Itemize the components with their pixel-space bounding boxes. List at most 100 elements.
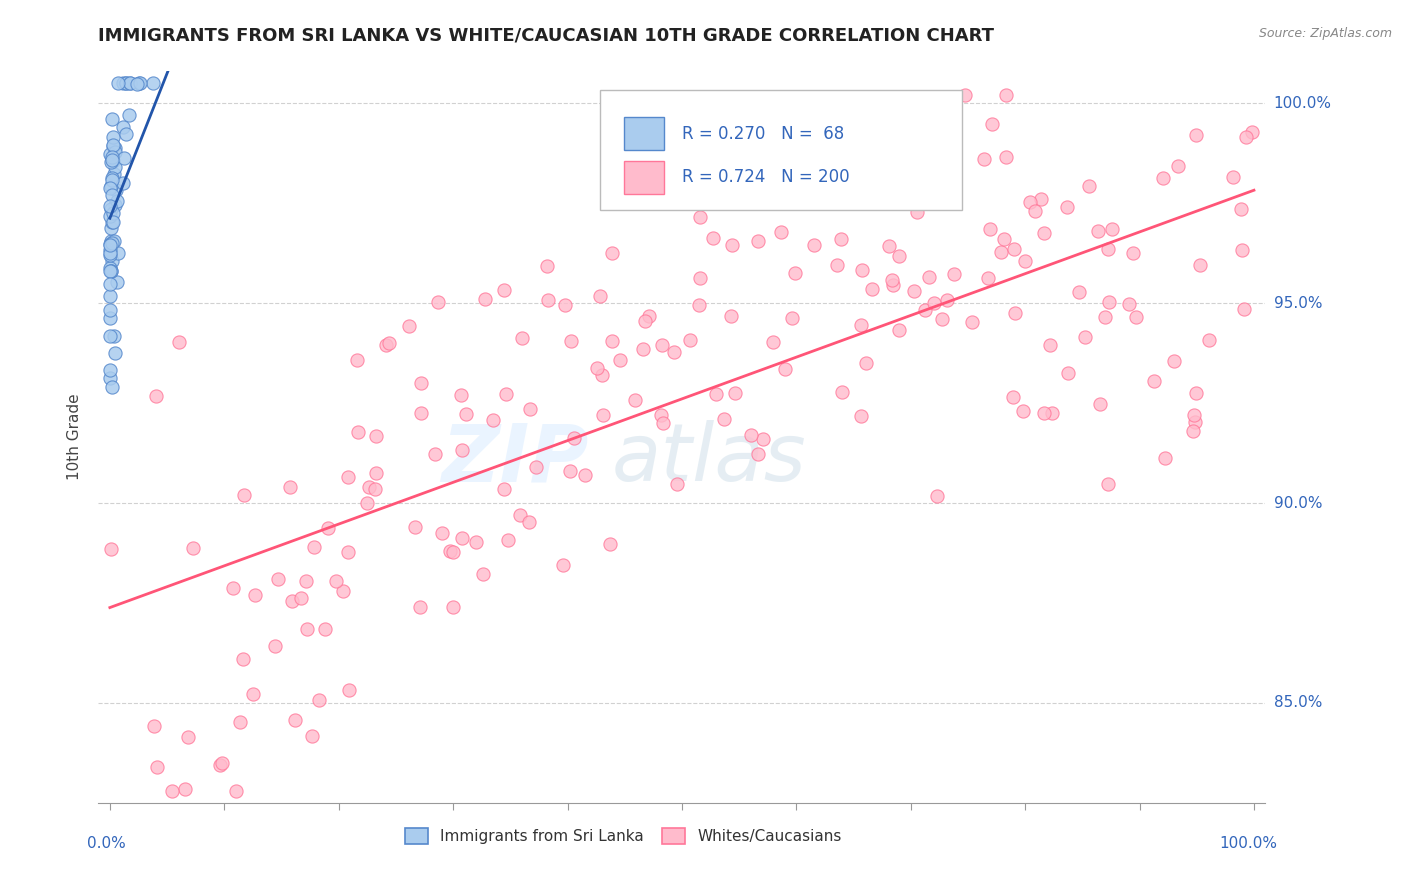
Point [574,467,596,482]
Point [100,264,122,278]
Bar [624,117,665,150]
Point [104,183,127,197]
Point [776,183,799,197]
Point [100,264,122,278]
Point [103,138,125,153]
Point [378,335,401,350]
Point [1182,424,1205,438]
Point [233,488,256,502]
Text: 95.0%: 95.0% [1274,295,1322,310]
Point [1184,415,1206,429]
Point [450,388,472,402]
Point [714,194,737,209]
Point [441,599,464,614]
Point [107,246,129,260]
Point [553,558,575,573]
Point [101,380,124,394]
Point [232,651,254,665]
Point [325,574,347,588]
Text: 100.0%: 100.0% [1274,95,1331,111]
Point [308,693,330,707]
Point [101,153,124,167]
Point [1097,242,1119,256]
Point [98,209,121,223]
Point [713,411,735,425]
Point [651,337,673,351]
Point [519,515,541,529]
Point [115,76,138,90]
Point [120,76,142,90]
Point [537,293,560,307]
Point [689,210,711,224]
Point [724,385,747,400]
Point [1069,285,1091,300]
Point [100,235,122,250]
Point [634,314,657,328]
Point [1185,386,1208,401]
Point [100,234,122,248]
Point [1182,408,1205,422]
Point [560,334,582,348]
Point [882,278,904,293]
Point [284,713,307,727]
Point [1088,397,1111,411]
Point [290,591,312,606]
Point [1232,244,1254,258]
Text: ZIP: ZIP [441,420,589,498]
Point [101,171,124,186]
Point [111,177,134,191]
Point [638,309,661,323]
Point [432,525,454,540]
Point [98,237,121,252]
Point [492,482,515,496]
Point [770,225,793,239]
Point [689,271,711,285]
Point [650,409,672,423]
Point [803,237,825,252]
Point [1198,333,1220,347]
Point [1039,338,1062,352]
Point [980,117,1002,131]
Point [359,480,381,494]
Point [1240,125,1263,139]
Point [332,583,354,598]
Point [747,446,769,460]
Point [679,333,702,347]
Text: R = 0.724   N = 200: R = 0.724 N = 200 [682,169,849,186]
Point [773,361,796,376]
Point [1101,221,1123,235]
Point [936,293,959,307]
Point [1087,224,1109,238]
Point [142,719,165,733]
Point [266,572,288,586]
Point [1188,258,1211,272]
Point [404,519,426,533]
Point [243,588,266,602]
Point [1154,451,1177,466]
Point [173,782,195,797]
Point [101,130,124,145]
Point [100,302,122,317]
Point [1098,295,1121,310]
Point [851,409,873,423]
Point [107,76,129,90]
Point [105,275,128,289]
Point [295,622,318,636]
Point [688,298,710,312]
Point [98,199,121,213]
Point [747,234,769,248]
Text: IMMIGRANTS FROM SRI LANKA VS WHITE/CAUCASIAN 10TH GRADE CORRELATION CHART: IMMIGRANTS FROM SRI LANKA VS WHITE/CAUCA… [98,27,994,45]
Point [98,289,121,303]
Point [720,238,742,252]
Point [104,346,127,360]
Point [859,184,882,198]
Point [995,150,1018,164]
Point [411,376,433,390]
Point [183,541,205,556]
Point [221,581,243,595]
Point [105,194,128,209]
Point [115,127,138,141]
Point [472,566,495,581]
Point [993,232,1015,246]
Point [100,179,122,194]
